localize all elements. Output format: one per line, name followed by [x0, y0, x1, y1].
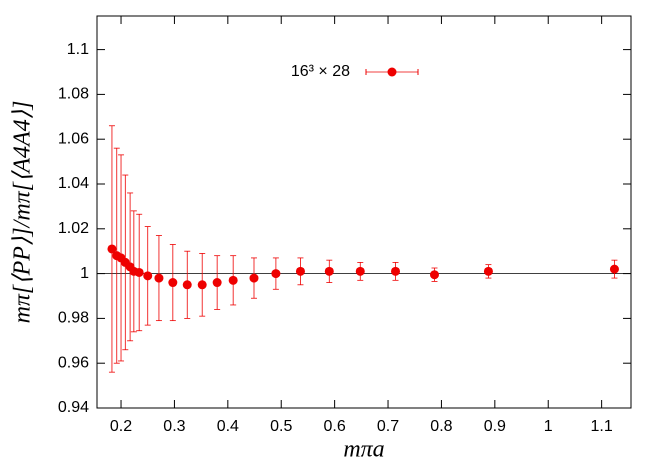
legend-symbol: [387, 67, 397, 77]
data-point: [429, 270, 439, 280]
x-tick-label: 0.6: [324, 418, 346, 435]
data-point: [249, 273, 259, 283]
x-tick-label: 0.5: [270, 418, 292, 435]
x-tick-label: 0.9: [484, 418, 506, 435]
data-point: [483, 266, 493, 276]
y-tick-label: 1.06: [58, 130, 89, 147]
data-point: [355, 266, 365, 276]
data-point: [143, 271, 153, 281]
data-point: [197, 280, 207, 290]
x-tick-label: 0.4: [217, 418, 239, 435]
data-point: [609, 264, 619, 274]
data-point: [228, 275, 238, 285]
y-tick-label: 0.98: [58, 310, 89, 327]
y-tick-label: 0.94: [58, 399, 89, 416]
data-point: [391, 266, 401, 276]
x-tick-label: 0.3: [163, 418, 185, 435]
data-point: [212, 278, 222, 288]
x-tick-label: 0.8: [430, 418, 452, 435]
data-point: [168, 278, 178, 288]
data-point: [154, 273, 164, 283]
y-tick-label: 1: [80, 265, 89, 282]
x-tick-label: 0.2: [110, 418, 132, 435]
data-point: [295, 266, 305, 276]
y-tick-label: 0.96: [58, 354, 89, 371]
y-tick-label: 1.02: [58, 220, 89, 237]
data-point: [182, 280, 192, 290]
x-tick-label: 1: [544, 418, 553, 435]
data-point: [324, 266, 334, 276]
x-axis-label: mπa: [343, 437, 384, 463]
y-axis-label: mπ[⟨PP⟩]/mπ[⟨A4A4⟩]: [10, 101, 36, 324]
legend-label: 16³ × 28: [291, 63, 350, 80]
x-tick-label: 0.7: [377, 418, 399, 435]
data-point: [271, 269, 281, 279]
y-tick-label: 1.08: [58, 86, 89, 103]
y-tick-label: 1.1: [67, 41, 89, 58]
y-tick-label: 1.04: [58, 175, 89, 192]
plot-frame: [96, 15, 632, 409]
data-point: [134, 267, 144, 277]
data-point: [107, 244, 117, 254]
x-tick-label: 1.1: [591, 418, 613, 435]
